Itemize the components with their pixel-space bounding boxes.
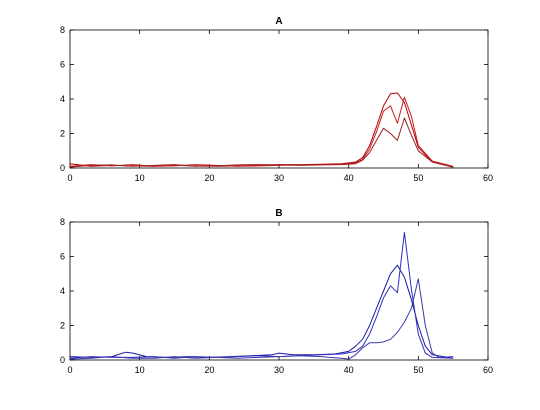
panel-title: A — [275, 16, 282, 27]
x-tick-label: 30 — [274, 173, 284, 183]
x-tick-label: 0 — [67, 365, 72, 375]
y-tick-label: 8 — [60, 217, 65, 227]
panel-b: 0 10 20 30 40 50 60 0 2 4 6 8 B — [60, 208, 493, 375]
x-tick-label: 20 — [204, 365, 214, 375]
tick-group: 0 10 20 30 40 50 60 0 2 4 6 8 — [60, 25, 493, 183]
panel-a: 0 10 20 30 40 50 60 0 2 4 6 8 A — [60, 16, 493, 183]
x-tick-label: 50 — [413, 365, 423, 375]
series-group — [69, 231, 454, 360]
x-tick-label: 30 — [274, 365, 284, 375]
y-tick-label: 6 — [60, 60, 65, 70]
y-tick-label: 0 — [60, 355, 65, 365]
series-group — [69, 92, 454, 168]
series-line-3 — [69, 278, 454, 360]
series-line-1 — [69, 92, 454, 168]
axes-box — [69, 29, 489, 169]
y-tick-label: 4 — [60, 94, 65, 104]
tick-group: 0 10 20 30 40 50 60 0 2 4 6 8 — [60, 217, 493, 375]
y-tick-label: 4 — [60, 286, 65, 296]
x-tick-label: 20 — [204, 173, 214, 183]
axes-box — [69, 221, 489, 361]
series-line-2 — [69, 231, 454, 359]
y-tick-label: 8 — [60, 25, 65, 35]
x-tick-label: 40 — [344, 173, 354, 183]
x-tick-label: 60 — [483, 173, 493, 183]
series-line-1 — [69, 264, 454, 359]
panel-title: B — [275, 208, 282, 219]
series-line-3 — [69, 117, 454, 168]
y-tick-label: 0 — [60, 163, 65, 173]
x-tick-label: 10 — [135, 365, 145, 375]
x-tick-label: 40 — [344, 365, 354, 375]
y-tick-label: 2 — [60, 129, 65, 139]
y-tick-label: 6 — [60, 252, 65, 262]
x-tick-label: 0 — [67, 173, 72, 183]
x-tick-label: 50 — [413, 173, 423, 183]
series-line-2 — [69, 96, 454, 167]
y-tick-label: 2 — [60, 321, 65, 331]
x-tick-label: 10 — [135, 173, 145, 183]
x-tick-label: 60 — [483, 365, 493, 375]
